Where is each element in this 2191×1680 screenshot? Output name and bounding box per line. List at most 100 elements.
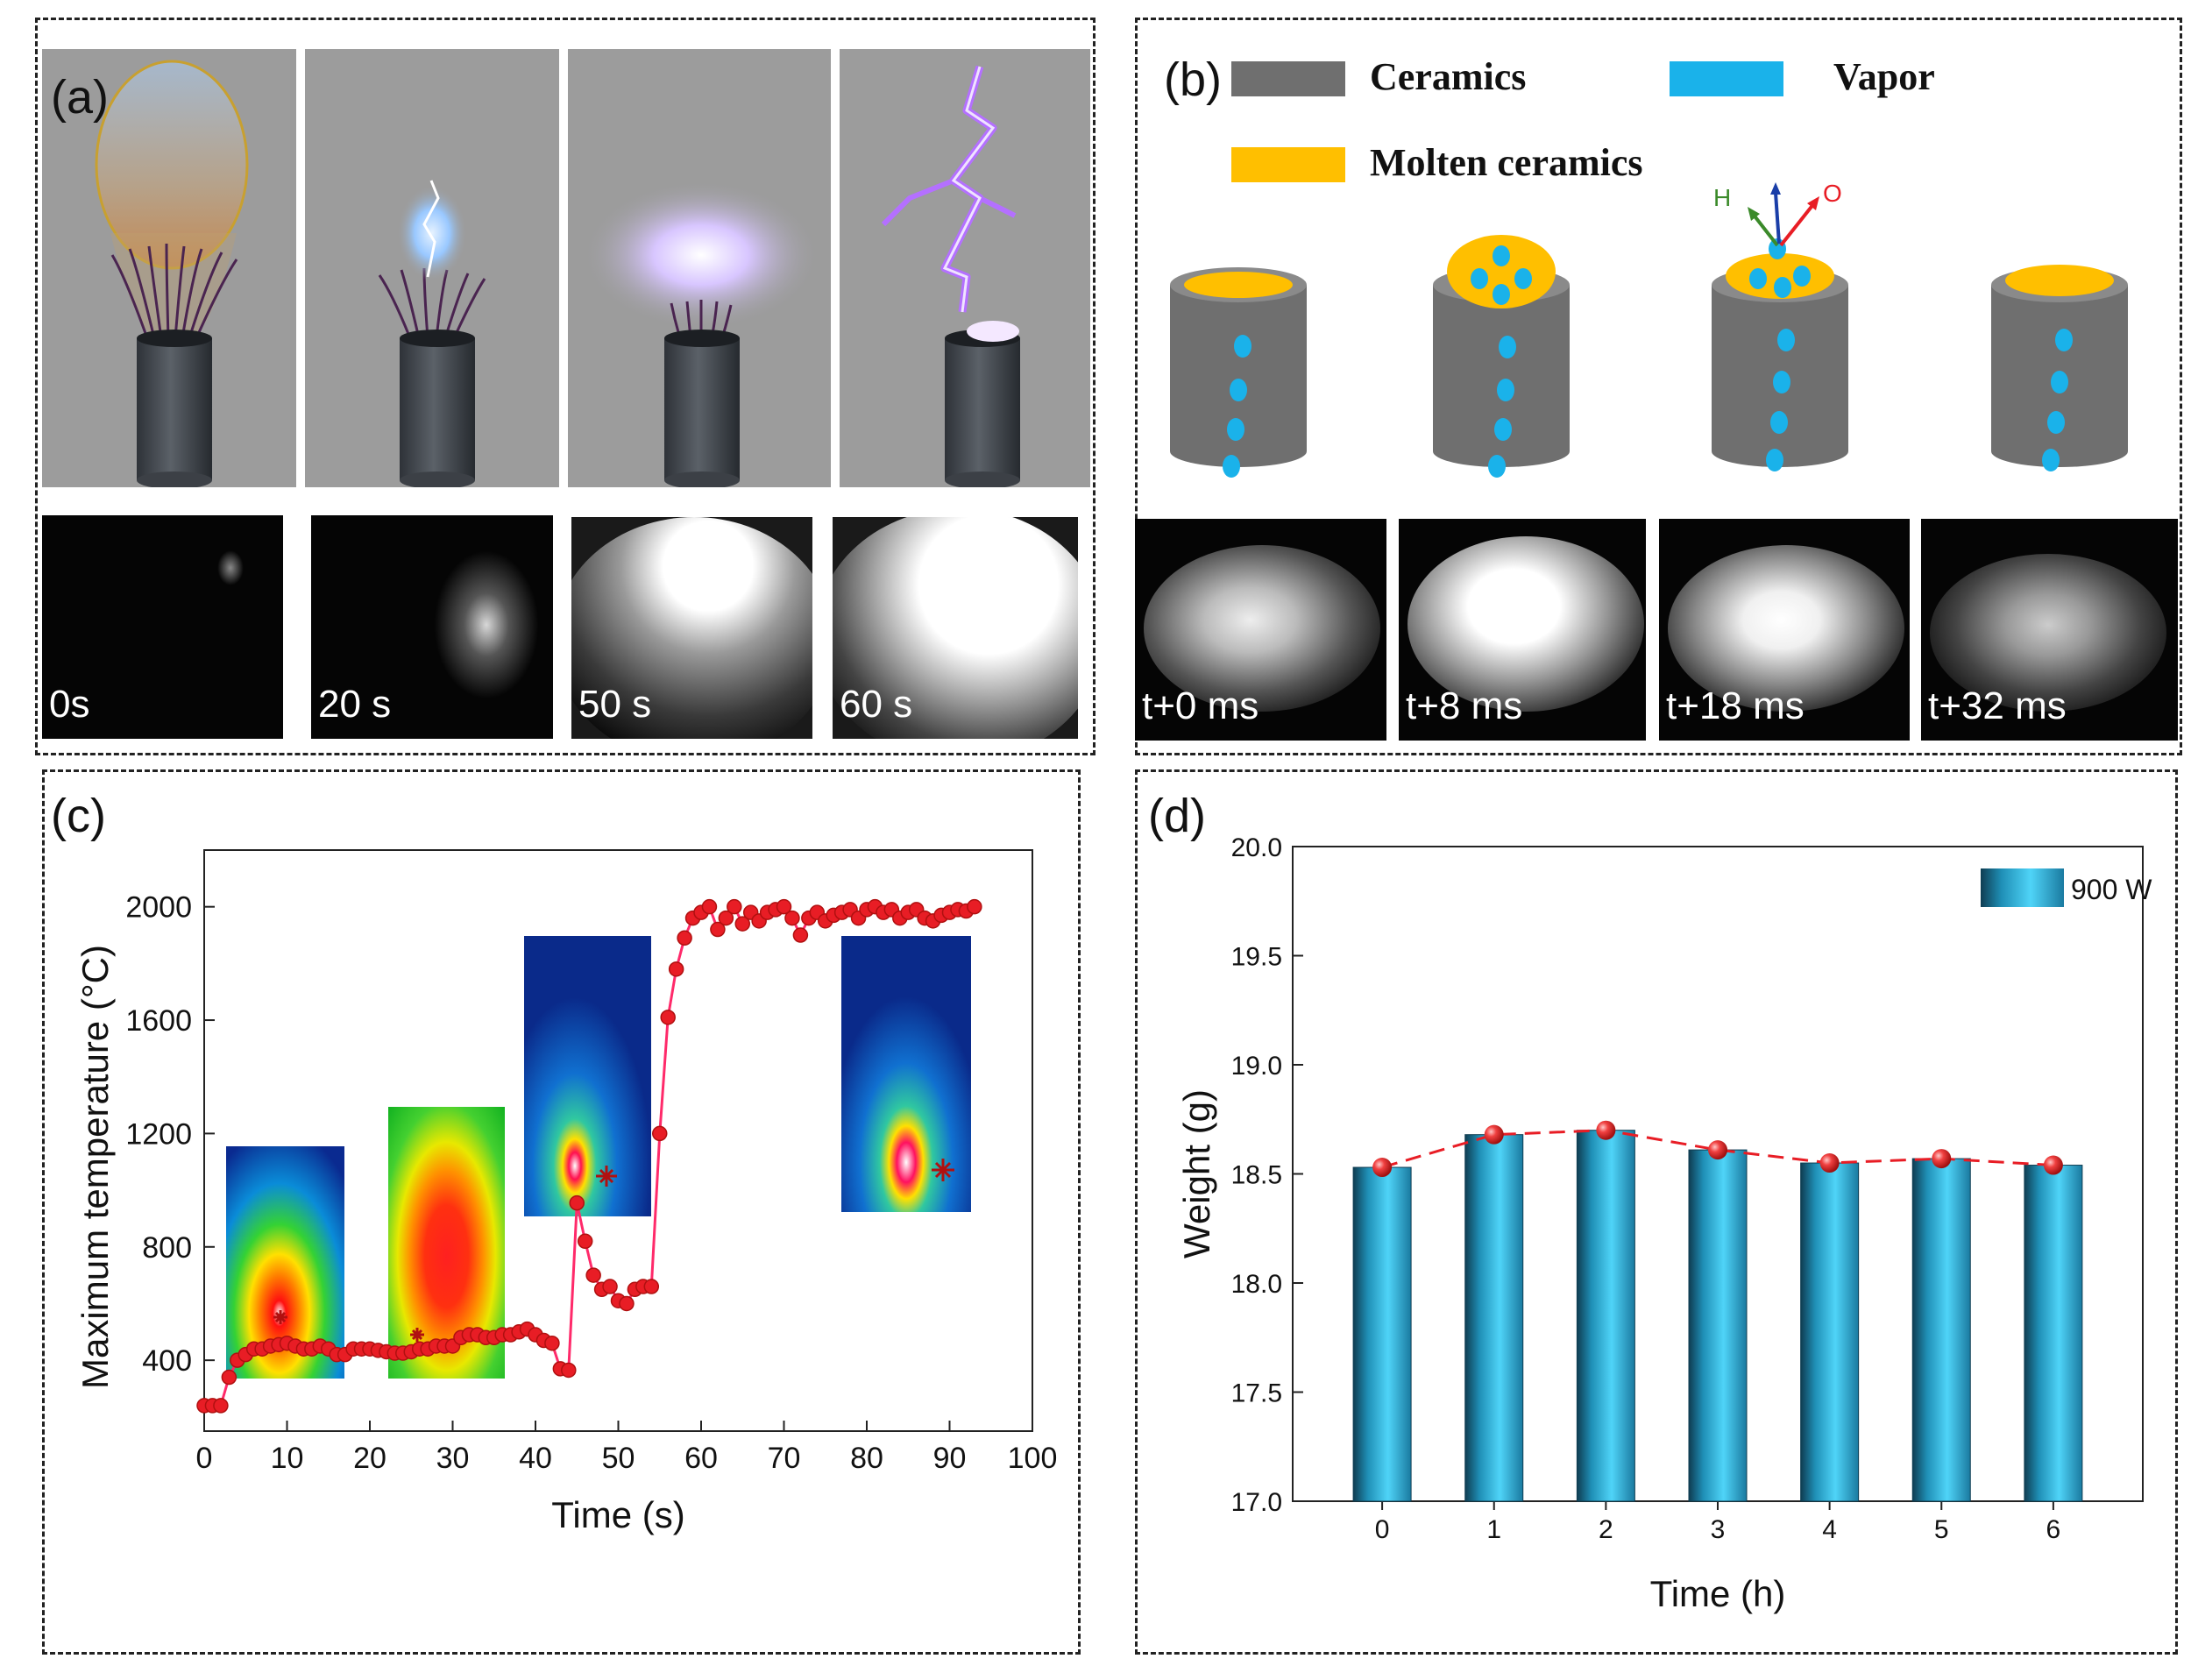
data-point bbox=[652, 1125, 668, 1142]
x-tick-label: 5 bbox=[1934, 1515, 1949, 1544]
x-tick-label: 6 bbox=[2046, 1515, 2061, 1544]
x-tick-label: 0 bbox=[196, 1442, 213, 1475]
photo-label: 60 s bbox=[840, 683, 913, 726]
weight-point bbox=[2043, 1155, 2063, 1175]
y-tick-label: 1200 bbox=[125, 1117, 192, 1151]
x-axis-label: Time (s) bbox=[551, 1494, 684, 1535]
y-tick-label: 18.5 bbox=[1231, 1161, 1282, 1190]
x-tick-label: 40 bbox=[519, 1442, 552, 1475]
ceramic-cylinder-2 bbox=[1433, 235, 1570, 467]
photo-glow bbox=[1144, 545, 1380, 712]
x-tick-label: 1 bbox=[1486, 1515, 1501, 1544]
weight-bar bbox=[1911, 1158, 1971, 1502]
photo-glow bbox=[1930, 554, 2166, 712]
panel-b bbox=[1135, 18, 2182, 755]
data-point bbox=[602, 1279, 618, 1294]
data-point bbox=[784, 910, 800, 926]
photo-label: 0s bbox=[49, 683, 90, 726]
illustration-crucible-1 bbox=[137, 330, 212, 489]
photo-label: 50 s bbox=[578, 683, 652, 726]
ceramic-cylinder-4 bbox=[1991, 265, 2128, 467]
illustration-plasma-small bbox=[397, 185, 467, 281]
vapor-drops-1 bbox=[1223, 335, 1251, 478]
ceramic-cylinder-1 bbox=[1170, 267, 1307, 467]
weight-bar bbox=[1800, 1162, 1860, 1502]
panel-c-label: (c) bbox=[51, 790, 106, 842]
panel-a bbox=[35, 18, 1096, 755]
photo-label: t+18 ms bbox=[1666, 684, 1805, 727]
x-tick-label: 80 bbox=[850, 1442, 883, 1475]
data-point bbox=[213, 1398, 229, 1414]
chart-c: 0 10 20 30 40 50 60 70 80 90 100 400 800 1200 1600 2000… bbox=[42, 769, 1081, 1655]
chart-d: 17.0 17.5 18.0 18.5 19.0 19.5 20.0 0 1 2 3 4 5 6 Time … bbox=[1135, 769, 2178, 1655]
y-tick-label: 20.0 bbox=[1231, 833, 1282, 862]
legend-label-ceramics: Ceramics bbox=[1370, 55, 1527, 98]
thermal-insets bbox=[226, 936, 971, 1379]
panel-d bbox=[1135, 769, 2178, 1655]
photo-label: t+0 ms bbox=[1142, 684, 1259, 727]
weight-point bbox=[1819, 1153, 1840, 1173]
data-point bbox=[727, 898, 742, 915]
thermal-markers bbox=[273, 1159, 954, 1342]
dissociation-arrows bbox=[1748, 182, 1819, 247]
thermal-image-3 bbox=[524, 936, 651, 1216]
data-point bbox=[585, 1267, 601, 1283]
photo-label: 20 s bbox=[318, 683, 392, 726]
weight-bar bbox=[1352, 1166, 1412, 1502]
x-tick-label: 100 bbox=[1008, 1442, 1058, 1475]
y-axis-label: Weight (g) bbox=[1176, 1089, 1217, 1258]
label-h: H bbox=[1713, 184, 1732, 211]
data-point bbox=[544, 1335, 560, 1351]
y-tick-label: 17.0 bbox=[1231, 1488, 1282, 1517]
panel-c bbox=[42, 769, 1081, 1655]
x-tick-label: 90 bbox=[933, 1442, 967, 1475]
weight-bar bbox=[1576, 1130, 1635, 1502]
y-tick-label: 2000 bbox=[125, 891, 192, 925]
data-point bbox=[569, 1194, 585, 1211]
x-tick-label: 10 bbox=[271, 1442, 304, 1475]
vapor-drops-4 bbox=[2042, 329, 2073, 471]
weight-bar bbox=[2024, 1165, 2083, 1502]
panel-b-label: (b) bbox=[1164, 53, 1222, 106]
y-axis-label: Maximum temperature (°C) bbox=[74, 945, 116, 1389]
weight-point bbox=[1932, 1149, 1952, 1169]
x-axis-label: Time (h) bbox=[1650, 1573, 1786, 1614]
photo-b-8ms: t+8 ms bbox=[1399, 519, 1646, 741]
photo-b-32ms: t+32 ms bbox=[1921, 519, 2178, 741]
data-point bbox=[643, 1279, 660, 1294]
illustration-crucible-2 bbox=[400, 330, 475, 489]
x-tick-label: 4 bbox=[1822, 1515, 1837, 1544]
x-tick-label: 60 bbox=[684, 1442, 718, 1475]
data-point bbox=[967, 898, 982, 915]
y-tick-label: 800 bbox=[142, 1231, 192, 1265]
photo-glow bbox=[1668, 545, 1904, 712]
x-tick-label: 0 bbox=[1375, 1515, 1390, 1544]
y-tick-label: 19.0 bbox=[1231, 1052, 1282, 1081]
x-tick-label: 20 bbox=[353, 1442, 386, 1475]
data-point bbox=[668, 961, 684, 977]
data-point bbox=[734, 916, 750, 932]
weight-bar bbox=[1464, 1134, 1524, 1502]
illustration-fibers-1 bbox=[110, 243, 238, 339]
y-tick-label: 400 bbox=[142, 1344, 192, 1378]
illustration-crucible-4 bbox=[945, 321, 1020, 489]
illustration-plasma-large bbox=[583, 181, 819, 330]
illustration-balloon bbox=[95, 60, 249, 337]
photo-glow bbox=[217, 550, 244, 585]
illustration-spark-2 bbox=[422, 180, 440, 278]
data-point bbox=[701, 898, 718, 915]
vapor-drops-3 bbox=[1749, 238, 1811, 471]
vapor-drops-2 bbox=[1471, 245, 1532, 478]
photo-label: t+32 ms bbox=[1928, 684, 2067, 727]
photo-label: t+8 ms bbox=[1406, 684, 1523, 727]
data-point bbox=[677, 930, 692, 946]
photo-a-0s: 0s bbox=[42, 515, 283, 739]
x-tick-label: 50 bbox=[602, 1442, 635, 1475]
y-tick-label: 1600 bbox=[125, 1004, 192, 1038]
legend-swatch-molten bbox=[1231, 147, 1345, 182]
photo-glow bbox=[1407, 536, 1644, 712]
y-tick-label: 19.5 bbox=[1231, 943, 1282, 972]
thermal-image-4 bbox=[841, 936, 971, 1212]
x-tick-label: 30 bbox=[436, 1442, 470, 1475]
weight-point bbox=[1708, 1140, 1727, 1160]
